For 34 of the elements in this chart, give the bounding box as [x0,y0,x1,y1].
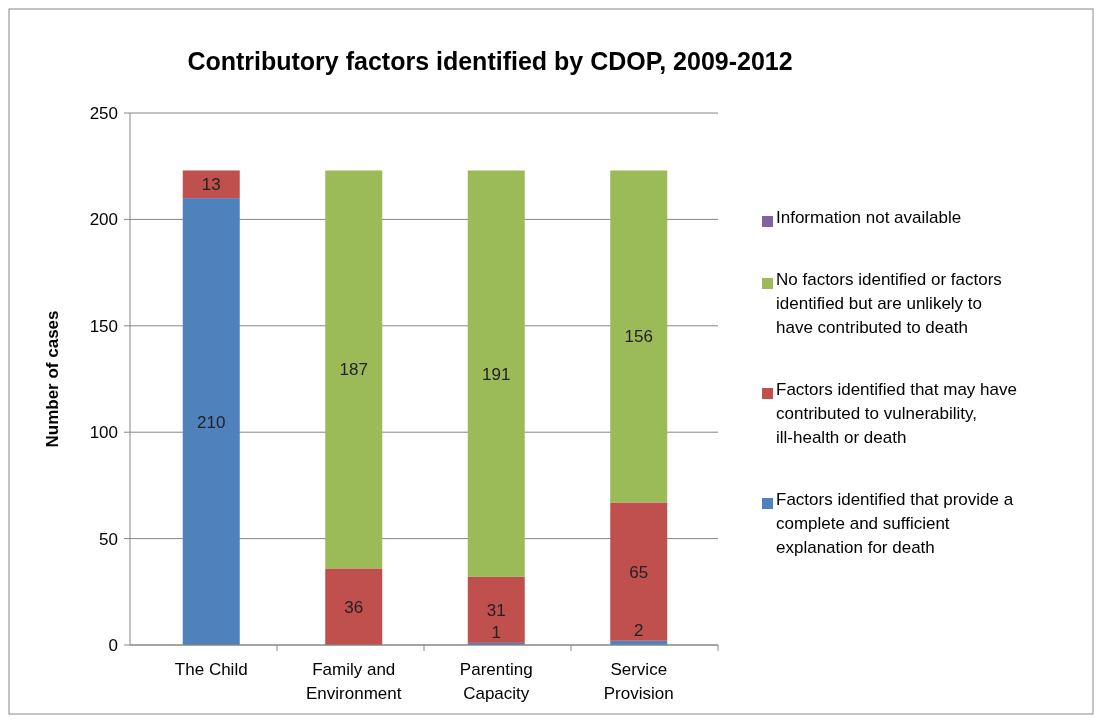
data-label: 36 [344,597,364,617]
bar [325,170,383,569]
legend-label: No factors identified or factors identified but are unlikely to have contributed to death [776,270,1002,337]
data-label: 13 [201,175,221,195]
bar [467,576,525,643]
data-label: 191 [482,364,511,384]
x-tick-label: Family and Environment [306,660,402,703]
y-tick-label: 250 [89,103,118,123]
chart-title: Contributory factors identified by CDOP, 2009-2012 [187,47,793,75]
bar [610,502,668,641]
y-tick-label: 150 [89,316,118,336]
bar [610,170,668,503]
legend-label: Information not available [776,208,962,227]
y-axis-title: Number of cases [43,310,62,448]
y-tick-label: 200 [89,210,118,230]
data-label: 187 [339,360,368,380]
bar [467,170,525,577]
bar [325,568,383,645]
x-tick-label: The Child [174,660,248,679]
bar [182,198,240,645]
legend-label: Factors identified that provide a complete and sufficient explanation for death [776,490,1014,557]
y-tick-label: 100 [89,423,118,443]
y-tick-label: 0 [108,635,118,655]
data-label: 65 [629,562,649,582]
data-label: 210 [197,412,226,432]
y-tick-label: 50 [99,529,118,549]
data-label: 31 [486,600,506,620]
bar [182,170,240,199]
x-tick-label: Service Provision [603,660,674,703]
data-label: 156 [624,327,653,347]
legend-label: Factors identified that may have contributed to vulnerability, ill-health or death [776,380,1017,447]
x-tick-label: Parenting Capacity [459,660,533,703]
data-label: 1 [491,622,501,642]
data-label: 2 [634,620,644,640]
